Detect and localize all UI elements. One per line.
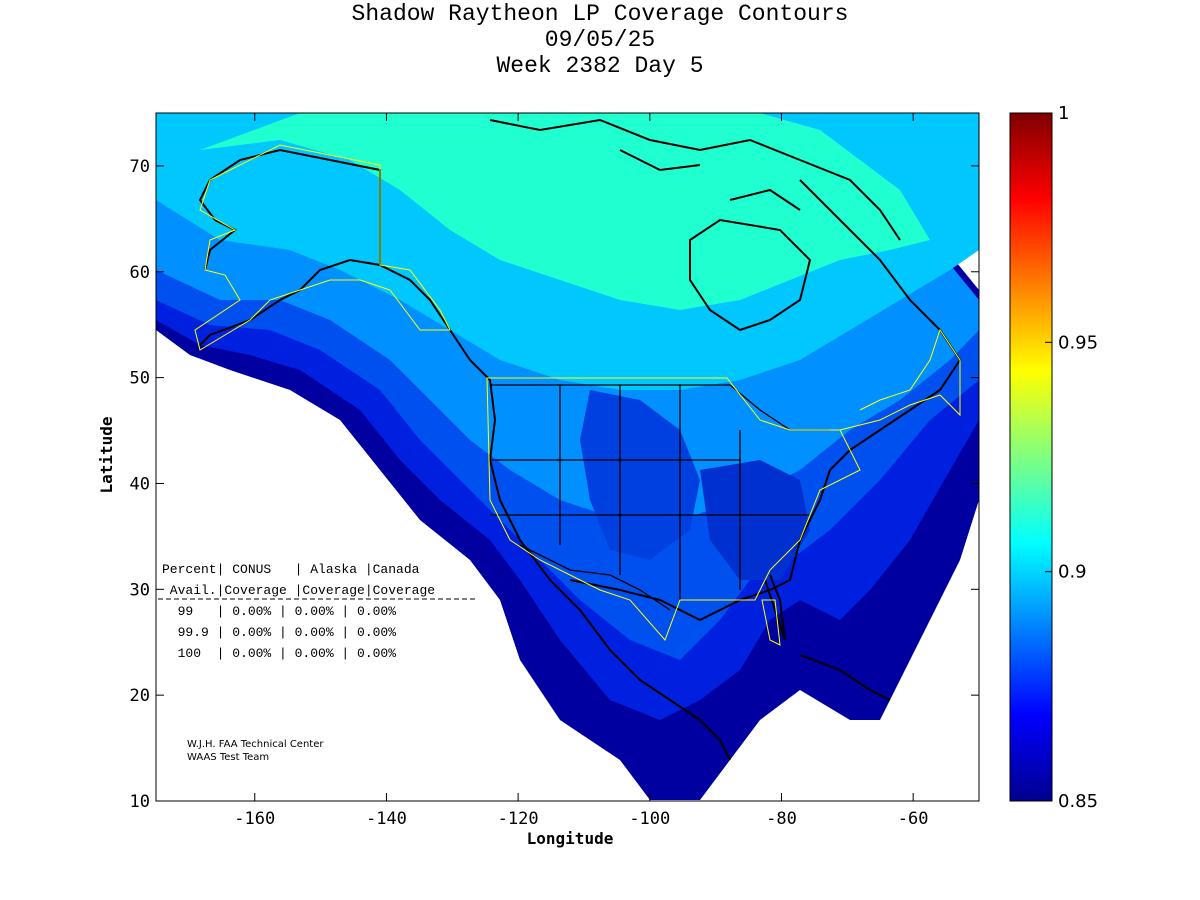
coverage-table: Percent| CONUS | Alaska |Canada Avail.|C…: [158, 562, 478, 661]
table-row: 99 | 0.00% | 0.00% | 0.00%: [162, 604, 396, 619]
x-axis-title: Longitude: [527, 829, 614, 848]
colorbar-tick-label: 1: [1058, 103, 1069, 124]
credit-team: WAAS Test Team: [187, 752, 269, 763]
service-boundary: [194, 144, 961, 646]
coastline-arctic-islands: [489, 118, 901, 241]
x-tick-label: -100: [629, 809, 670, 829]
coastline-gulf: [569, 469, 831, 622]
y-tick-label: 20: [130, 686, 150, 706]
contour-level-6: [200, 113, 930, 310]
x-tick-label: -160: [234, 809, 275, 829]
table-header-1: Percent| CONUS | Alaska |Canada: [162, 562, 420, 577]
border-us-mexico: [519, 544, 671, 611]
table-row: 99.9 | 0.00% | 0.00% | 0.00%: [162, 625, 396, 640]
service-boundary-conus: [486, 377, 861, 641]
state-lines: [490, 385, 810, 600]
y-tick-label: 50: [130, 369, 150, 389]
colorbar: [1009, 112, 1053, 802]
service-boundary-florida: [761, 599, 781, 646]
credit-center: W.J.H. FAA Technical Center: [187, 739, 324, 750]
y-tick-label: 10: [130, 792, 150, 812]
contour-southeast-patch: [700, 460, 810, 580]
colorbar-tick-label: 0.85: [1058, 791, 1098, 812]
plot-frame: [155, 112, 980, 802]
x-tick-label: -60: [898, 809, 929, 829]
coastlines: [198, 118, 962, 761]
coverage-contours: [156, 113, 979, 800]
y-tick-label: 30: [130, 580, 150, 600]
borders: [490, 384, 830, 611]
table-row: 100 | 0.00% | 0.00% | 0.00%: [162, 646, 396, 661]
y-tick-label: 40: [130, 474, 150, 494]
colorbar-ticks: 1 0.95 0.9 0.85: [1045, 103, 1098, 812]
y-tick-label: 70: [130, 157, 150, 177]
x-tick-label: -140: [366, 809, 407, 829]
map-date: 09/05/25: [544, 27, 656, 53]
coastline-west: [469, 359, 731, 761]
coastline-hudson-bay: [689, 218, 812, 332]
service-boundary-alaska: [194, 144, 451, 351]
map-week-day: Week 2382 Day 5: [496, 53, 704, 79]
x-axis: -160 -140 -120 -100 -80 -60: [234, 113, 929, 829]
map-title: Shadow Raytheon LP Coverage Contours: [351, 1, 849, 27]
contour-conus-patch: [580, 390, 700, 560]
coastline-cuba: [799, 654, 891, 701]
y-axis: 10 20 30 40 50 60 70: [130, 157, 979, 812]
colorbar-tick-label: 0.9: [1058, 562, 1087, 583]
service-boundary-east-canada: [839, 328, 961, 431]
x-tick-label: -80: [766, 809, 797, 829]
table-header-2: Avail.|Coverage |Coverage|Coverage: [162, 583, 435, 598]
x-tick-label: -120: [498, 809, 539, 829]
colorbar-tick-label: 0.95: [1058, 332, 1098, 353]
y-axis-title: Latitude: [97, 416, 116, 493]
y-tick-label: 60: [130, 263, 150, 283]
